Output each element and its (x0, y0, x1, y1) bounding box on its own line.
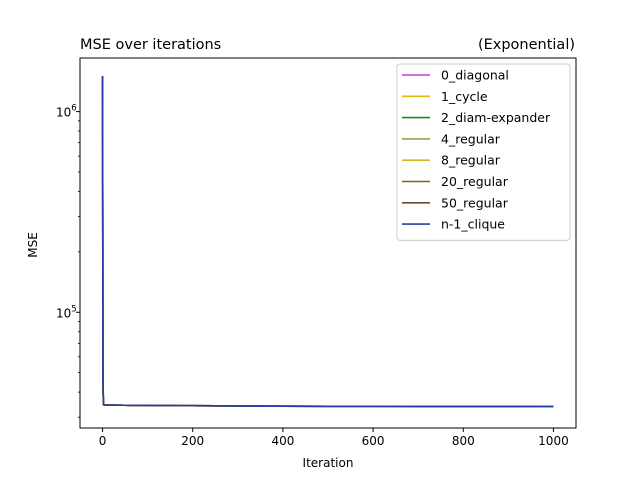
x-tick-label: 400 (271, 434, 294, 448)
y-tick-label: 106 (56, 104, 77, 120)
x-tick-label: 0 (99, 434, 107, 448)
series-line-n-1_clique (101, 76, 554, 408)
axes: 0 200 400 600 800 1000 105 106 (56, 57, 577, 448)
x-tick-label: 800 (452, 434, 475, 448)
y-tick-label: 105 (56, 304, 77, 320)
x-tick-label: 200 (181, 434, 204, 448)
x-tick-label: 1000 (538, 434, 569, 448)
plot-area (101, 76, 554, 408)
legend-label: 50_regular (441, 195, 509, 210)
x-tick-label: 600 (362, 434, 385, 448)
legend-label: 20_regular (441, 174, 509, 189)
x-axis-label: Iteration (303, 456, 354, 470)
legend: 0_diagonal 1_cycle 2_diam-expander 4_regula… (396, 63, 571, 241)
legend-label: 0_diagonal (441, 68, 509, 83)
axes-frame (79, 57, 577, 429)
chart-title: MSE over iterations (80, 37, 221, 53)
y-axis-label: MSE (26, 232, 40, 258)
legend-label: 8_regular (441, 153, 501, 168)
legend-box (396, 63, 571, 241)
legend-label: n-1_clique (441, 217, 505, 232)
legend-label: 1_cycle (441, 89, 488, 104)
chart-subtitle: (Exponential) (478, 37, 575, 53)
legend-label: 4_regular (441, 131, 501, 146)
legend-label: 2_diam-expander (441, 110, 551, 125)
